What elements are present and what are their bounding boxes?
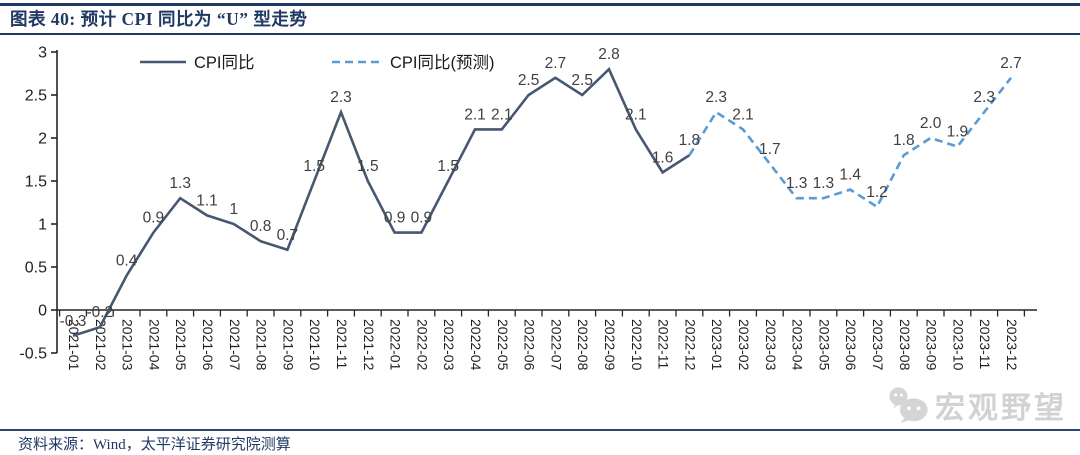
x-tick-label: 2021-09 [280, 319, 296, 371]
y-tick-label: 0.5 [25, 260, 47, 277]
data-label: 1.5 [303, 158, 325, 175]
data-label: 2.1 [491, 106, 513, 123]
source-note: 资料来源：Wind，太平洋证券研究院测算 [18, 437, 291, 453]
data-label: 1.3 [813, 175, 835, 192]
data-label: 2.7 [1000, 55, 1022, 72]
data-label: 2.7 [545, 55, 567, 72]
cpi-actual-line [72, 66, 691, 338]
x-tick-label: 2021-04 [146, 319, 162, 371]
data-label: 1 [229, 201, 238, 218]
data-label: 2.3 [973, 89, 995, 106]
y-tick-label: 1 [38, 217, 47, 234]
x-tick-label: 2022-03 [441, 319, 457, 371]
x-tick-label: 2023-05 [816, 319, 832, 371]
x-tick-label: 2022-08 [575, 319, 591, 371]
x-tick-label: 2021-10 [307, 319, 323, 371]
data-label: 1.1 [196, 192, 218, 209]
data-label: 0.8 [250, 218, 272, 235]
data-label: 1.6 [652, 149, 674, 166]
data-label: 2.0 [920, 115, 942, 132]
data-label: 0.9 [143, 210, 165, 227]
x-tick-label: 2022-12 [682, 319, 698, 371]
x-tick-label: 2022-10 [629, 319, 645, 371]
x-tick-label: 2023-07 [870, 319, 886, 371]
x-tick-label: 2023-09 [924, 319, 940, 371]
x-tick-label: 2023-10 [950, 319, 966, 371]
x-tick-label: 2022-02 [414, 319, 430, 371]
x-tick-label: 2021-06 [200, 319, 216, 371]
y-tick-label: 3 [38, 45, 47, 62]
y-tick-label: 1.5 [25, 174, 47, 191]
x-tick-label: 2021-03 [120, 319, 136, 371]
legend-label: CPI同比 [194, 53, 255, 72]
x-tick-label: 2021-07 [227, 319, 243, 371]
data-label: 1.3 [786, 175, 808, 192]
data-label: 0.7 [277, 227, 299, 244]
x-tick-label: 2021-05 [173, 319, 189, 371]
data-label: -0.3 [60, 313, 87, 330]
x-tick-label: 2023-12 [1004, 319, 1020, 371]
data-label: 0.4 [116, 253, 138, 270]
data-label: 1.5 [357, 158, 379, 175]
x-tick-label: 2023-02 [736, 319, 752, 371]
x-tick-label: 2023-01 [709, 319, 725, 371]
data-label: 2.5 [518, 72, 540, 89]
data-label: 1.8 [893, 132, 915, 149]
x-tick-label: 2022-01 [388, 319, 404, 371]
x-tick-label: 2022-05 [495, 319, 511, 371]
x-tick-label: 2023-06 [843, 319, 859, 371]
x-tick-label: 2021-12 [361, 319, 377, 371]
data-label: 1.2 [866, 184, 888, 201]
x-tick-label: 2022-07 [548, 319, 564, 371]
data-label: 1.4 [839, 167, 861, 184]
legend-label: CPI同比(预测) [390, 53, 495, 72]
data-label: 1.9 [947, 124, 969, 141]
data-label: 2.1 [625, 106, 647, 123]
data-label: 2.1 [464, 106, 486, 123]
data-label: 2.8 [598, 46, 620, 63]
data-label: 0.9 [411, 210, 433, 227]
data-label: 2.3 [330, 89, 352, 106]
data-label: 1.5 [437, 158, 459, 175]
x-tick-label: 2021-11 [334, 319, 350, 370]
data-label: 2.3 [705, 89, 727, 106]
y-tick-label: 2.5 [25, 88, 47, 105]
x-tick-label: 2023-04 [790, 319, 806, 371]
data-labels: -0.3-0.2 0.4 0.9 1.3 1.1 1 0.8 0.7 1.5 2.3 1.5 0.9 0… [60, 46, 1022, 330]
legend-item: CPI同比 [140, 53, 255, 72]
data-label: 0.9 [384, 210, 406, 227]
x-tick-label: 2022-04 [468, 319, 484, 371]
x-tick-label: 2022-11 [656, 319, 672, 370]
y-tick-label: 2 [38, 131, 47, 148]
figure-title: 图表 40: 预计 CPI 同比为 “U” 型走势 [10, 9, 308, 29]
x-tick-label: 2021-08 [254, 319, 270, 371]
y-axis: 3 2.5 2 1.5 1 0.5 0 -0.5 [19, 45, 58, 363]
title-underline [0, 33, 1080, 35]
top-rule [0, 3, 1080, 6]
legend: CPI同比 CPI同比(预测) [140, 53, 495, 72]
x-tick-label: 2021-01 [66, 319, 82, 371]
x-tick-label: 2023-11 [977, 319, 993, 370]
data-label: 2.1 [732, 106, 754, 123]
x-tick-label: 2023-08 [897, 319, 913, 371]
data-label: 1.7 [759, 141, 781, 158]
x-tick-label: 2022-06 [522, 319, 538, 371]
x-axis: 2021-01 2021-02 2021-03 2021-04 2021-05 2021-… [57, 309, 1037, 371]
x-tick-label: 2023-03 [763, 319, 779, 371]
cpi-forecast-line [688, 77, 1013, 209]
y-tick-label: 0 [38, 303, 47, 320]
x-tick-label: 2021-02 [93, 319, 109, 371]
data-label: 1.8 [679, 132, 701, 149]
footer-rule [0, 429, 1080, 431]
x-tick-label: 2022-09 [602, 319, 618, 371]
data-label: 1.3 [169, 175, 191, 192]
y-tick-label: -0.5 [19, 346, 47, 363]
legend-item: CPI同比(预测) [332, 53, 495, 72]
data-label: -0.2 [86, 304, 113, 321]
data-label: 2.5 [571, 72, 593, 89]
